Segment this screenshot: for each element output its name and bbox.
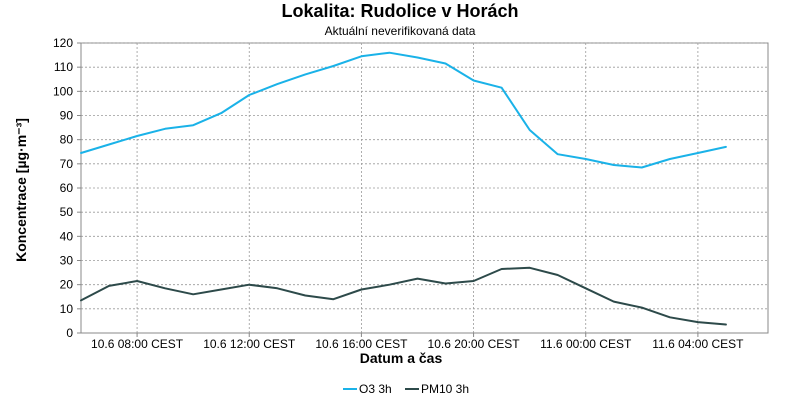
y-tick-label: 20: [60, 278, 74, 292]
y-tick-label: 10: [60, 302, 74, 316]
y-tick-label: 0: [66, 326, 73, 340]
y-tick-label: 80: [60, 133, 74, 147]
y-tick-label: 50: [60, 205, 74, 219]
chart-subtitle: Aktuální neverifikovaná data: [325, 24, 476, 38]
y-tick-label: 110: [54, 60, 73, 74]
y-axis-label: Koncentrace [µg·m⁻³]: [13, 118, 29, 262]
x-tick-label: 10.6 20:00 CEST: [428, 337, 521, 351]
plot-area: [80, 42, 769, 334]
x-tick-label: 11.6 00:00 CEST: [540, 337, 632, 351]
y-tick-label: 30: [60, 254, 74, 268]
x-tick-label: 10.6 12:00 CEST: [203, 337, 296, 351]
y-axis-ticks: 0 10 20 30 40 50 60 70 80 90 100 110 120: [53, 36, 81, 340]
legend-entry-label: PM10 3h: [421, 382, 469, 396]
y-tick-label: 60: [60, 181, 74, 195]
chart-title: Lokalita: Rudolice v Horách: [281, 1, 518, 21]
x-tick-label: 10.6 16:00 CEST: [315, 337, 408, 351]
series-line-pm10: [80, 266, 727, 326]
x-tick-label: 10.6 08:00 CEST: [91, 337, 184, 351]
y-tick-label: 120: [53, 36, 73, 50]
x-axis-label: Datum a čas: [360, 350, 443, 366]
legend-entry-label: O3 3h: [359, 382, 392, 396]
plot-frame: [80, 42, 769, 334]
y-tick-label: 100: [53, 84, 73, 98]
legend: O3 3h PM10 3h: [343, 382, 469, 396]
x-axis-ticks: 10.6 08:00 CEST 10.6 12:00 CEST 10.6 16:00…: [91, 333, 744, 351]
x-tick-label: 11.6 04:00 CEST: [652, 337, 744, 351]
y-tick-label: 40: [60, 229, 74, 243]
series-line-o3: [80, 51, 727, 169]
y-tick-label: 70: [60, 157, 74, 171]
series-group: [80, 51, 727, 326]
y-tick-label: 90: [60, 109, 74, 123]
